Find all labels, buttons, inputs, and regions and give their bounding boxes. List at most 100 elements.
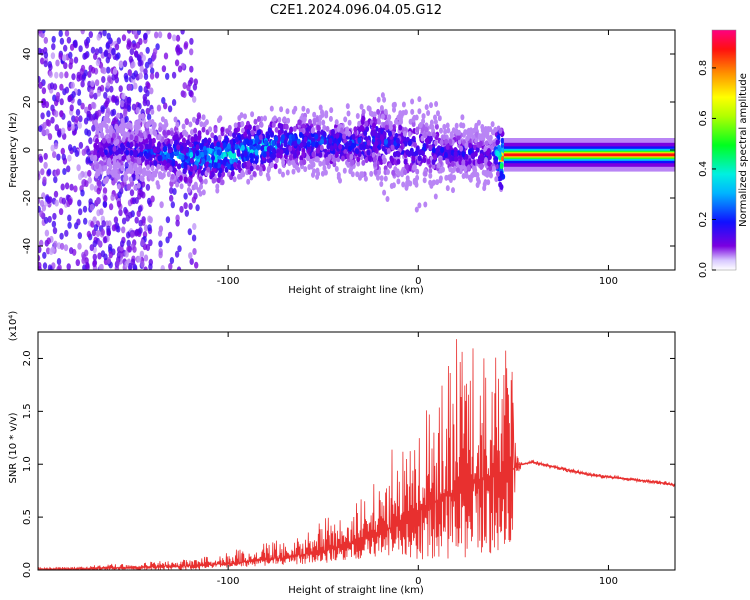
spectrogram-cell	[120, 117, 125, 124]
spectrogram-cell	[120, 100, 125, 108]
spectrogram-cell	[256, 129, 261, 136]
spectrogram-cell	[253, 118, 258, 125]
spectrogram-cell	[480, 127, 485, 134]
spectrogram-cell	[157, 31, 163, 39]
spectrogram-cell	[55, 59, 60, 67]
spectrogram-cell	[38, 125, 43, 133]
spectrogram-cell	[189, 165, 194, 172]
spectrogram-cell	[394, 118, 398, 125]
spectrogram-cell	[177, 163, 182, 170]
spectrogram-cell	[175, 44, 181, 52]
spectrogram-cell	[138, 227, 143, 234]
spectrogram-cell	[118, 61, 124, 69]
spectrogram-cell	[422, 157, 427, 164]
spectrogram-cell	[473, 150, 478, 157]
spectrogram-cell	[444, 138, 449, 145]
spectrogram-cell	[47, 168, 52, 176]
spectrogram-cell	[62, 44, 68, 52]
spectrogram-cell	[417, 155, 422, 162]
spectrogram-cell	[266, 146, 271, 152]
spectrogram-cell	[200, 151, 205, 158]
spectrogram-cell	[403, 158, 408, 165]
spectrogram-cell	[125, 214, 130, 222]
spectrogram-cell	[38, 173, 41, 181]
spectrogram-cell	[53, 190, 59, 198]
spectrogram-cell	[127, 40, 132, 48]
spectrogram-cell	[448, 145, 453, 152]
spectrogram-cell	[62, 54, 67, 62]
spectrogram-cell	[138, 38, 143, 45]
spectrogram-cell	[239, 112, 244, 119]
spectrogram-cell	[124, 175, 129, 181]
spectrogram-cell	[167, 105, 173, 113]
spectrogram-cell	[385, 196, 390, 202]
spectrogram-cell	[81, 257, 86, 265]
spectrogram-cell	[126, 239, 131, 247]
spectrogram-cell	[454, 155, 459, 162]
spectrogram-cell	[188, 202, 193, 210]
spectrogram-cell	[233, 122, 238, 129]
spectrogram-cell	[167, 32, 172, 40]
spectrogram-cell	[98, 46, 103, 54]
spectrogram-cell	[78, 208, 83, 216]
spectrogram-cell	[134, 128, 139, 135]
spectrogram-cell	[189, 37, 194, 45]
spectrogram-cell	[246, 128, 251, 135]
spectrogram-cell	[377, 155, 382, 162]
spectrogram-cell	[234, 144, 239, 150]
spectrogram-cell	[71, 73, 76, 81]
spectrogram-cell	[372, 156, 377, 163]
spectrogram-cell	[249, 174, 254, 181]
spectrogram-cell	[80, 30, 85, 35]
spectrogram-cell	[445, 185, 450, 192]
spectrogram-cell	[249, 152, 254, 159]
spectrogram-cell	[166, 152, 170, 159]
spectrogram-cell	[108, 163, 113, 170]
spectrogram-cell	[158, 240, 163, 248]
spectrogram-cell	[47, 133, 53, 141]
spectrogram-cell	[143, 68, 148, 76]
spectrogram-cell	[61, 132, 67, 140]
spectrogram-cell	[83, 171, 88, 179]
spectrogram-cell	[129, 141, 134, 148]
spectrogram-cell	[139, 132, 144, 139]
spectrogram-cell	[367, 155, 372, 162]
spectrogram-cell	[199, 183, 203, 190]
spectrogram-cell	[158, 126, 163, 133]
spectrogram-cell	[277, 168, 282, 175]
spectrogram-cell	[116, 225, 121, 233]
spectrogram-cell	[126, 96, 131, 104]
spectrogram-cell	[193, 133, 198, 140]
spectrogram-cell	[52, 227, 58, 235]
spectrogram-cell	[187, 228, 192, 236]
spectrogram-cell	[329, 145, 334, 152]
spectrogram-cell	[228, 130, 233, 137]
spectrogram-cell	[44, 216, 49, 224]
spectrogram-cell	[232, 176, 237, 183]
spectrogram-cell	[54, 110, 59, 118]
snr-y-ticks: 0.0 0.5 1.0 1.5 2.0	[22, 350, 675, 578]
spectrogram-cell	[342, 167, 347, 174]
spectrogram-cell	[70, 124, 76, 131]
spectrogram-cell	[52, 83, 58, 91]
spectrogram-cell	[127, 69, 132, 77]
spectrogram-cell	[483, 179, 488, 186]
spectrogram-cell	[42, 251, 47, 259]
spectrogram-cell	[67, 221, 72, 229]
spectrogram-cell	[256, 144, 261, 151]
spectrogram-cell	[91, 229, 97, 237]
spectrogram-cell	[277, 116, 282, 123]
spectrogram-cell	[129, 149, 134, 156]
spectrogram-cell	[137, 59, 142, 67]
spectrogram-cell	[363, 130, 368, 137]
spectrogram-cell	[48, 63, 53, 71]
spectrogram-cell	[285, 149, 290, 156]
spectrogram-cell	[142, 99, 147, 107]
spectrogram-cell	[148, 239, 153, 247]
spectrogram-cell	[357, 137, 362, 144]
spectrogram-cell	[283, 139, 288, 146]
spectrogram-cell	[480, 155, 485, 162]
spectrogram-cell	[142, 93, 147, 101]
spectrogram-cell	[410, 108, 415, 115]
spectrogram-cell	[431, 180, 436, 186]
